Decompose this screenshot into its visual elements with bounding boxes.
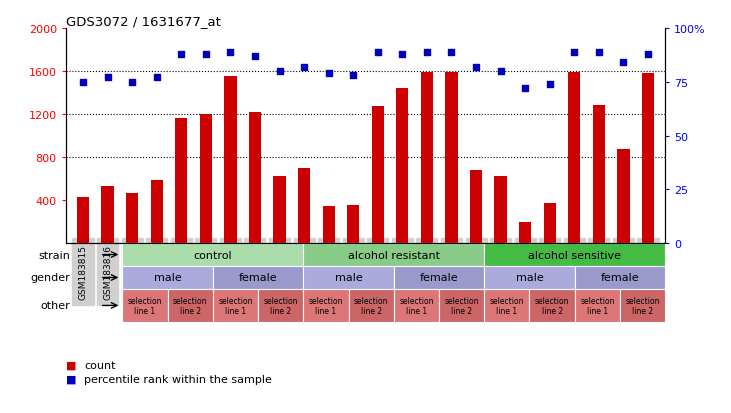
Point	[396, 51, 408, 58]
Point	[642, 51, 654, 58]
Bar	[303, 266, 394, 289]
Text: ■: ■	[66, 374, 76, 384]
Bar	[394, 289, 439, 322]
Point	[175, 51, 187, 58]
Bar	[213, 266, 303, 289]
Point	[544, 81, 556, 88]
Point	[470, 64, 482, 71]
Bar	[439, 289, 484, 322]
Point	[323, 71, 335, 77]
Bar	[484, 266, 575, 289]
Text: selection
line 1: selection line 1	[128, 296, 162, 316]
Point	[372, 49, 384, 56]
Bar	[347, 206, 360, 244]
Bar	[122, 244, 303, 266]
Text: GDS3072 / 1631677_at: GDS3072 / 1631677_at	[66, 15, 221, 28]
Text: percentile rank within the sample: percentile rank within the sample	[84, 374, 272, 384]
Text: ■: ■	[66, 360, 76, 370]
Point	[421, 49, 433, 56]
Text: count: count	[84, 360, 115, 370]
Bar	[470, 171, 482, 244]
Bar	[102, 187, 114, 244]
Bar	[593, 106, 605, 244]
Text: female: female	[420, 273, 458, 283]
Bar	[213, 289, 258, 322]
Bar	[175, 119, 187, 244]
Point	[151, 75, 162, 81]
Text: selection
line 2: selection line 2	[354, 296, 388, 316]
Text: selection
line 1: selection line 1	[308, 296, 343, 316]
Text: male: male	[335, 273, 363, 283]
Point	[126, 79, 138, 86]
Bar	[575, 266, 665, 289]
Bar	[303, 244, 484, 266]
Bar	[77, 197, 89, 244]
Bar	[249, 113, 261, 244]
Text: selection
line 1: selection line 1	[580, 296, 615, 316]
Bar	[298, 169, 310, 244]
Point	[298, 64, 310, 71]
Text: selection
line 1: selection line 1	[490, 296, 524, 316]
Text: selection
line 2: selection line 2	[173, 296, 208, 316]
Bar	[575, 289, 620, 322]
Bar	[126, 193, 138, 244]
Bar	[224, 77, 237, 244]
Text: female: female	[239, 273, 277, 283]
Point	[249, 54, 261, 60]
Bar	[519, 222, 531, 244]
Bar	[273, 177, 286, 244]
Bar	[258, 289, 303, 322]
Point	[446, 49, 458, 56]
Text: female: female	[601, 273, 640, 283]
Bar	[421, 73, 433, 244]
Text: strain: strain	[39, 250, 70, 260]
Bar	[349, 289, 394, 322]
Bar	[642, 74, 654, 244]
Text: selection
line 1: selection line 1	[399, 296, 433, 316]
Text: male: male	[154, 273, 181, 283]
Bar	[303, 289, 349, 322]
Bar	[617, 150, 629, 244]
Bar	[200, 115, 212, 244]
Text: alcohol sensitive: alcohol sensitive	[529, 250, 621, 260]
Point	[224, 49, 236, 56]
Text: selection
line 2: selection line 2	[444, 296, 479, 316]
Point	[569, 49, 580, 56]
Text: gender: gender	[31, 273, 70, 283]
Bar	[322, 207, 335, 244]
Point	[347, 73, 359, 79]
Text: selection
line 2: selection line 2	[535, 296, 569, 316]
Point	[495, 69, 507, 75]
Point	[593, 49, 605, 56]
Bar	[529, 289, 575, 322]
Bar	[396, 89, 409, 244]
Bar	[394, 266, 484, 289]
Bar	[167, 289, 213, 322]
Text: selection
line 2: selection line 2	[625, 296, 660, 316]
Bar	[494, 177, 507, 244]
Bar	[484, 244, 665, 266]
Bar	[122, 289, 167, 322]
Point	[519, 85, 531, 92]
Bar	[620, 289, 665, 322]
Point	[77, 79, 89, 86]
Point	[102, 75, 113, 81]
Bar	[122, 266, 213, 289]
Text: other: other	[40, 301, 70, 311]
Point	[200, 51, 212, 58]
Bar	[484, 289, 529, 322]
Point	[273, 69, 285, 75]
Text: male: male	[515, 273, 543, 283]
Bar	[544, 204, 556, 244]
Text: alcohol resistant: alcohol resistant	[348, 250, 440, 260]
Point	[618, 60, 629, 66]
Text: selection
line 1: selection line 1	[218, 296, 253, 316]
Bar	[151, 180, 163, 244]
Text: selection
line 2: selection line 2	[263, 296, 298, 316]
Bar	[371, 107, 384, 244]
Bar	[445, 73, 458, 244]
Bar	[568, 73, 580, 244]
Text: control: control	[194, 250, 232, 260]
